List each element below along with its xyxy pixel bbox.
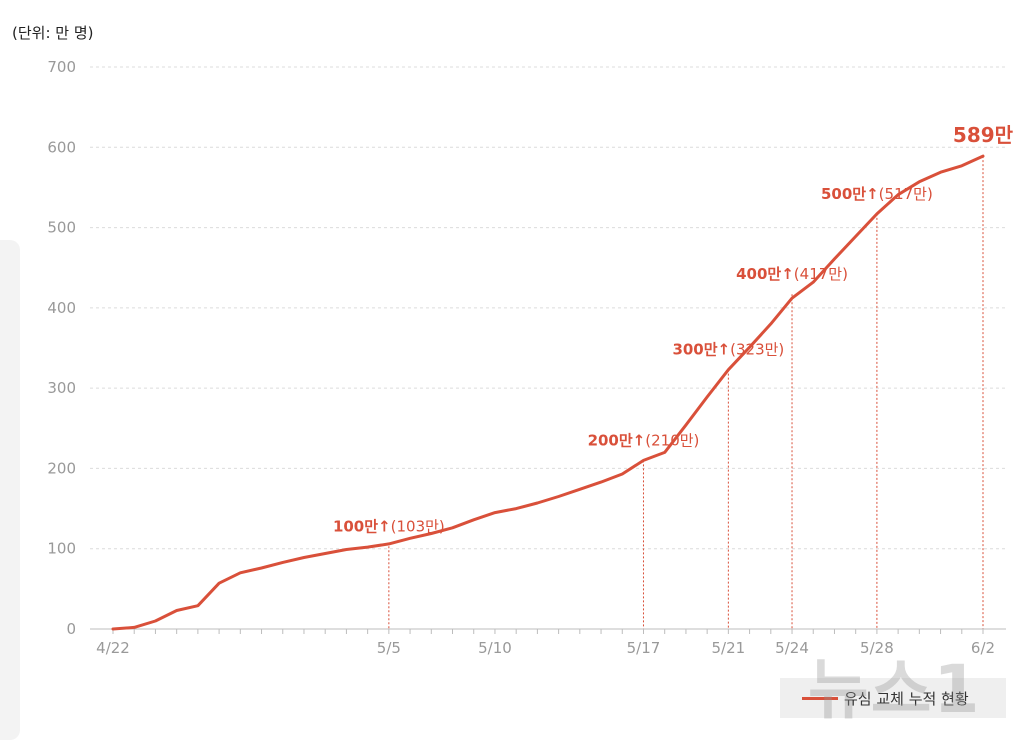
series-layer [111, 154, 985, 631]
annotation-bold: 500만↑ [821, 185, 879, 203]
unit-label: (단위: 만 명) [12, 24, 94, 42]
legend-swatch [802, 696, 838, 700]
annotation-paren: (103만) [391, 517, 445, 535]
watermark-logo: 뉴스1 [808, 651, 982, 728]
annotation-bold: 400만↑ [736, 265, 794, 283]
x-tick-label: 5/28 [860, 639, 894, 657]
y-tick-label: 500 [47, 219, 76, 237]
final-value-label: 589만 [953, 123, 1014, 147]
annotation-layer: 100만↑(103만) 200만↑(210만) 300만↑(323만) 400만↑(4… [333, 123, 1014, 535]
annotation-paren: (323만) [730, 341, 784, 359]
legend-label: 유심 교체 누적 현황 [844, 689, 969, 708]
series-line [111, 154, 985, 631]
annotation-paren: (517만) [879, 185, 933, 203]
y-tick-label: 0 [66, 620, 76, 638]
annotation-bold: 100만↑ [333, 517, 391, 535]
x-tick-label: 5/21 [712, 639, 746, 657]
x-tick-label: 5/10 [478, 639, 512, 657]
annotation-bold: 200만↑ [588, 431, 646, 449]
y-tick-label: 200 [47, 459, 76, 477]
annotation-label: 500만↑(517만) [821, 185, 933, 203]
y-tick-label: 600 [47, 138, 76, 156]
side-panel [0, 240, 20, 740]
annotation-label: 200만↑(210만) [588, 431, 700, 449]
y-tick-label: 100 [47, 540, 76, 558]
x-tick-label: 5/5 [377, 639, 401, 657]
annotation-paren: (417만) [794, 265, 848, 283]
x-tick-label: 5/17 [627, 639, 661, 657]
y-tick-label: 400 [47, 299, 76, 317]
legend: 유심 교체 누적 현황 [780, 678, 1006, 718]
drop-lines-layer [388, 156, 984, 629]
x-tick-label: 4/22 [96, 639, 130, 657]
y-tick-label: 700 [47, 58, 76, 76]
annotation-bold: 300만↑ [672, 341, 730, 359]
axis-layer: 0 100 200 300 400 500 600 700 4/22 5/5 5/10 5/17 5/2… [47, 58, 1006, 657]
annotation-paren: (210만) [645, 431, 699, 449]
annotation-label: 100만↑(103만) [333, 517, 445, 535]
annotation-label: 400만↑(417만) [736, 265, 848, 283]
x-tick-label: 6/2 [971, 639, 995, 657]
grid-layer [90, 66, 1006, 550]
y-tick-label: 300 [47, 379, 76, 397]
annotation-label: 300만↑(323만) [672, 341, 784, 359]
x-tick-label: 5/24 [775, 639, 809, 657]
